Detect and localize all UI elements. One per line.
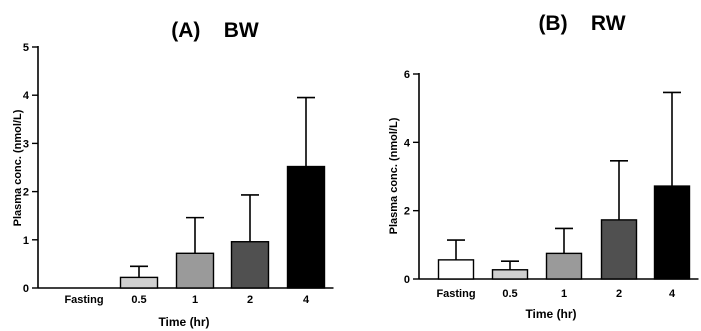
chart-b-x-tick-label: 4 — [669, 288, 676, 300]
chart-a-title: (A) BW — [171, 19, 259, 42]
chart-panel-a: (A) BW Plasma conc. (nmol/L) Time (hr) 0… — [12, 19, 334, 329]
chart-a-x-tick-label: 4 — [303, 294, 310, 306]
chart-a-bar — [286, 165, 326, 289]
chart-b-ylabel: Plasma conc. (nmol/L) — [388, 117, 400, 234]
chart-a-x-tick-label: 2 — [247, 294, 253, 306]
chart-a-bar — [230, 241, 270, 289]
chart-b-y-tick-label: 6 — [404, 69, 410, 81]
chart-b-x-tick-label: 2 — [616, 288, 622, 300]
chart-b-x-tick-label: 1 — [561, 288, 567, 300]
chart-panel-b: (B) RW Plasma conc. (nmol/L) Time (hr) 0… — [388, 12, 699, 321]
chart-b-y-tick-label: 2 — [404, 206, 410, 218]
chart-a-y-tick-label: 1 — [23, 235, 29, 247]
chart-a-bar — [119, 276, 159, 289]
chart-b-bar — [491, 269, 529, 280]
chart-b-bar — [653, 185, 691, 280]
chart-b-y-tick-label: 0 — [404, 274, 410, 286]
chart-b-xlabel: Time (hr) — [525, 307, 576, 321]
chart-a-y-tick-label: 0 — [23, 283, 29, 295]
chart-a-x-tick-label: 1 — [192, 294, 198, 306]
chart-a-x-tick-label: Fasting — [64, 294, 103, 306]
chart-b-x-tick-label: Fasting — [436, 288, 475, 300]
chart-a-ylabel: Plasma conc. (nmol/L) — [12, 109, 24, 226]
chart-b-bar — [437, 259, 475, 280]
chart-a-x-tick-label: 0.5 — [131, 294, 146, 306]
chart-b-x-tick-label: 0.5 — [502, 288, 517, 300]
chart-a-y-tick-label: 4 — [23, 90, 30, 102]
chart-a-y-tick-label: 2 — [23, 187, 29, 199]
chart-b-bar — [545, 252, 583, 280]
chart-b-y-tick-label: 4 — [404, 137, 411, 149]
chart-a-xlabel: Time (hr) — [158, 315, 209, 329]
chart-a-bar — [175, 252, 215, 289]
chart-a-y-tick-label: 3 — [23, 138, 29, 150]
chart-a-y-tick-label: 5 — [23, 42, 29, 54]
chart-b-bar — [600, 219, 638, 280]
chart-b-title: (B) RW — [538, 12, 625, 35]
